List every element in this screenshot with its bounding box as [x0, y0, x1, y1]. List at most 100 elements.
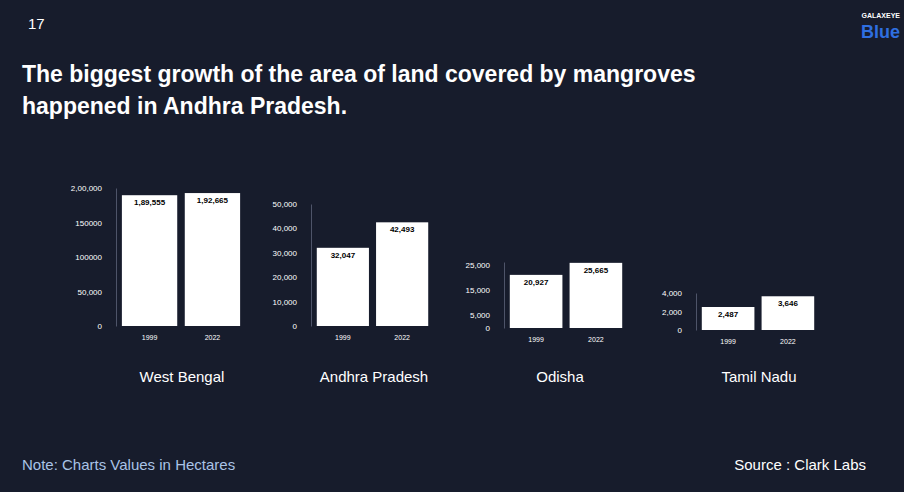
logo: GALAXEYE	[861, 12, 900, 19]
tick-label: 0	[678, 326, 683, 335]
tick-label: 0	[486, 324, 491, 333]
slide-number: 17	[28, 15, 45, 32]
tick-label: 4,000	[662, 289, 683, 298]
data-label: 20,927	[524, 278, 549, 287]
tick: 1999	[335, 326, 351, 341]
tick: 0	[678, 326, 696, 335]
tick-label: 30,000	[273, 249, 298, 258]
x-axis: 1999 2022	[142, 326, 221, 341]
data-labels: 32,047 42,493	[331, 225, 415, 259]
tick-label: 50,000	[78, 288, 103, 297]
chart-title: Odisha	[536, 368, 584, 385]
data-label: 2,487	[718, 310, 739, 319]
tick-label: 1999	[720, 338, 736, 345]
x-axis: 1999 2022	[528, 328, 603, 343]
tick-label: 0	[98, 322, 103, 331]
data-labels: 1,89,555 1,92,665	[134, 196, 229, 207]
tick: 2022	[394, 326, 410, 341]
tick: 1999	[528, 328, 544, 343]
chart-title: West Bengal	[140, 368, 225, 385]
data-label: 1,89,555	[134, 198, 166, 207]
tick-label: 5,000	[470, 311, 491, 320]
tick: 15,000	[466, 286, 504, 295]
tick: 1999	[720, 330, 736, 345]
tick: 30,000	[273, 249, 311, 258]
data-label: 3,646	[778, 299, 799, 308]
tick: 2022	[780, 330, 796, 345]
tick-label: 2022	[205, 334, 221, 341]
tick: 40,000	[273, 224, 311, 233]
bar	[762, 296, 815, 330]
tick-label: 2,000	[662, 308, 683, 317]
tick-label: 15,000	[466, 286, 491, 295]
axis-line	[116, 189, 117, 327]
bar	[376, 222, 428, 326]
bars	[702, 296, 814, 330]
y-axis: 0 5,000 15,000 25,000	[466, 261, 505, 333]
tick-label: 40,000	[273, 224, 298, 233]
bar	[122, 195, 177, 326]
tick: 5,000	[470, 311, 504, 320]
page: 17 GALAXEYE Blue The biggest growth of the …	[0, 0, 904, 492]
tick: 0	[98, 322, 116, 331]
tick: 100000	[75, 253, 116, 262]
chart: 0 10,000 20,000 30,000 40,000 50,000 1999 2022 3…	[273, 200, 429, 385]
chart: 0 5,000 15,000 25,000 1999 2022 20,92725,665 Od…	[466, 261, 623, 385]
x-axis: 1999 2022	[335, 326, 410, 341]
tick: 20,000	[273, 273, 311, 282]
tick-label: 2022	[394, 334, 410, 341]
tick-label: 2022	[780, 338, 796, 345]
tick: 1999	[142, 326, 158, 341]
bar	[185, 193, 240, 326]
bars	[510, 263, 622, 328]
tick: 2,00,000	[71, 184, 116, 193]
tick-label: 2022	[588, 336, 604, 343]
chart-title: Tamil Nadu	[721, 368, 796, 385]
bars	[122, 193, 240, 326]
tick-label: 1999	[528, 336, 544, 343]
axis-line	[311, 205, 312, 327]
tick-label: 1999	[335, 334, 351, 341]
bar	[317, 248, 369, 326]
tick: 10,000	[273, 298, 311, 307]
y-axis: 0 10,000 20,000 30,000 40,000 50,000	[273, 200, 312, 331]
data-label: 1,92,665	[197, 196, 229, 205]
tick-label: 1999	[142, 334, 158, 341]
tick: 50,000	[78, 288, 116, 297]
tick: 2022	[588, 328, 604, 343]
data-label: 42,493	[390, 225, 415, 234]
note: Note: Charts Values in Hectares	[22, 456, 235, 473]
title: The biggest growth of the area of land c…	[22, 61, 696, 87]
source: Source : Clark Labs	[734, 456, 866, 473]
data-labels: 20,92725,665	[524, 266, 609, 287]
tick-label: 20,000	[273, 273, 298, 282]
tick: 0	[486, 324, 504, 333]
tick-label: 0	[293, 322, 298, 331]
tick: 4,000	[662, 289, 696, 298]
chart-title: Andhra Pradesh	[320, 368, 428, 385]
bar	[570, 263, 623, 328]
tick: 150000	[75, 219, 116, 228]
tick-label: 50,000	[273, 200, 298, 209]
tick: 2,000	[662, 308, 696, 317]
axis-line	[696, 294, 697, 331]
chart: 0 2,000 4,000 1999 2022 2,487 3,646 Tamil Nadu	[662, 289, 814, 385]
tick: 25,000	[466, 261, 504, 270]
logo-sub: Blue	[861, 22, 900, 42]
bar	[510, 275, 563, 328]
bars	[317, 222, 428, 326]
background	[0, 0, 904, 492]
tick-label: 25,000	[466, 261, 491, 270]
data-labels: 2,487 3,646	[718, 299, 798, 319]
y-axis: 0 2,000 4,000	[662, 289, 697, 335]
tick: 50,000	[273, 200, 311, 209]
tick-label: 100000	[75, 253, 102, 262]
axis-line	[504, 263, 505, 329]
tick: 2022	[205, 326, 221, 341]
title: happened in Andhra Pradesh.	[22, 93, 347, 119]
chart: 0 50,000 100000 150000 2,00,000 1999 2022 1,89,…	[71, 184, 240, 385]
y-axis: 0 50,000 100000 150000 2,00,000	[71, 184, 117, 331]
data-label: 32,047	[331, 251, 356, 260]
bar	[702, 307, 755, 330]
tick-label: 150000	[75, 219, 102, 228]
